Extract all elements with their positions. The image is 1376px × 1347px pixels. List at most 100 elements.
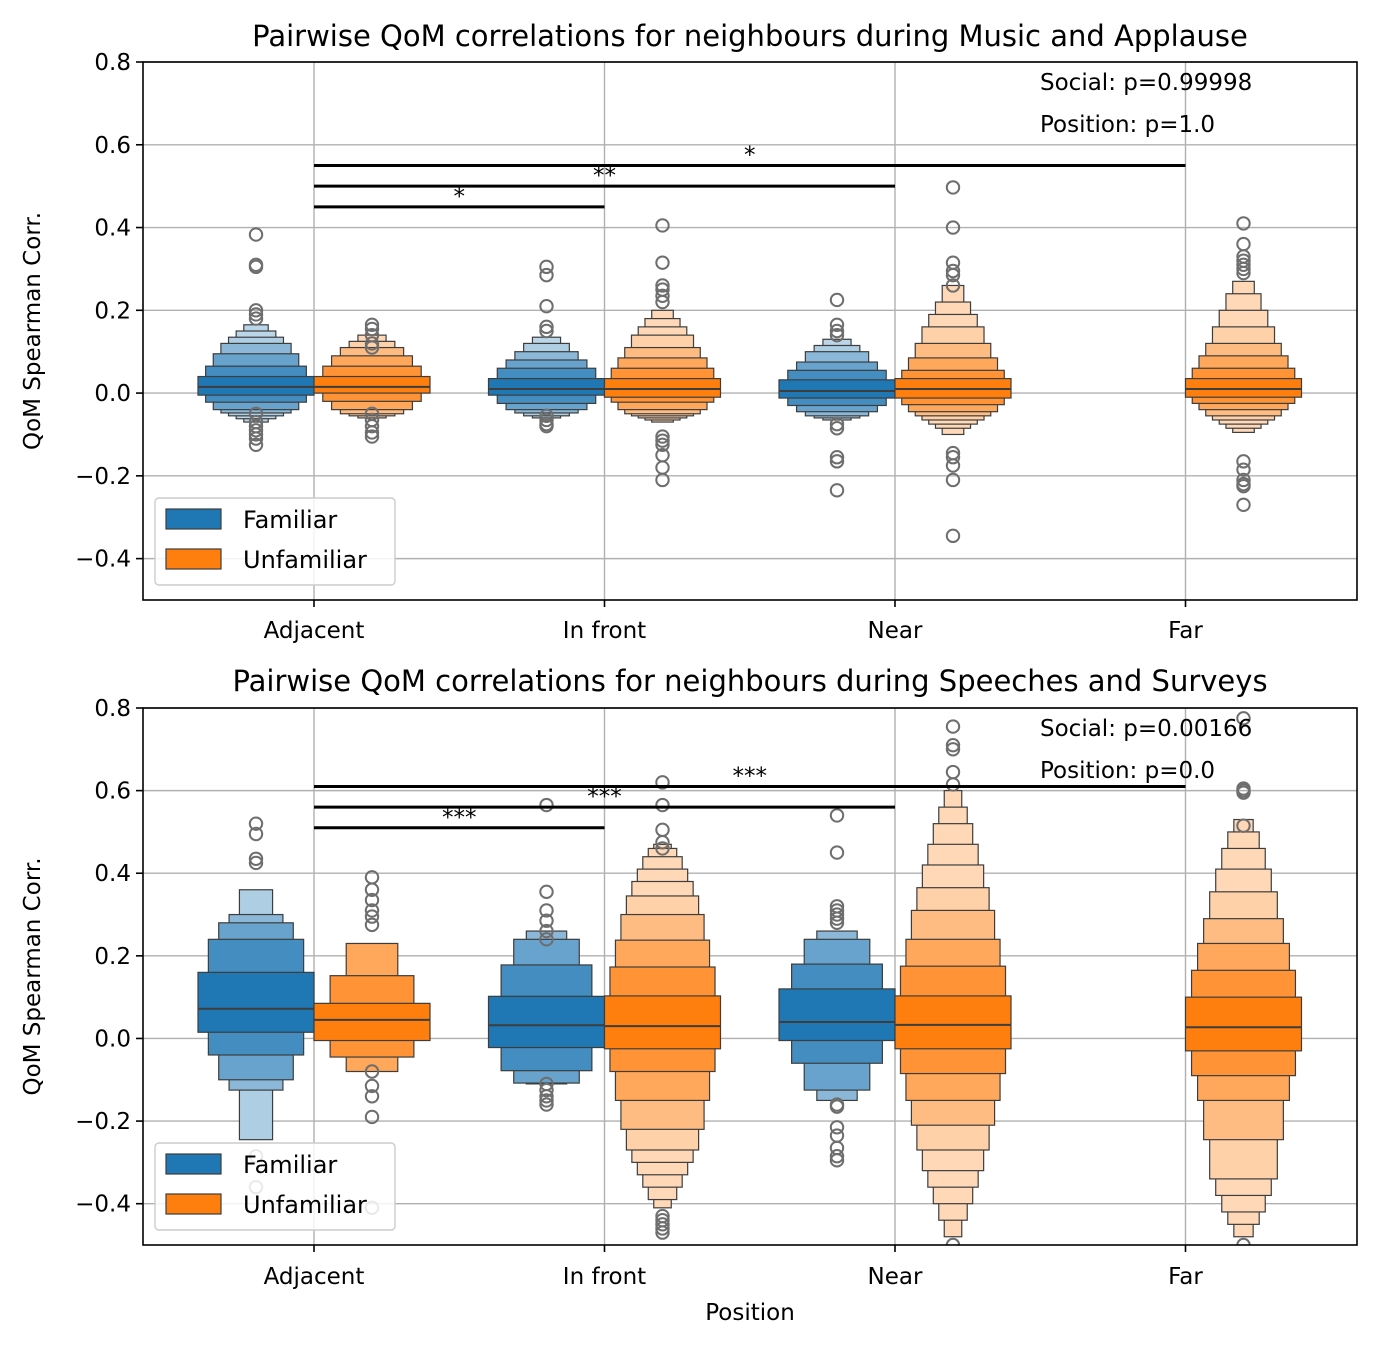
chart-panel-speeches-surveys: *** *** *** Social: p=0.00166 Position: p=0.…: [20, 664, 1358, 1326]
y-tick-label: 0.2: [94, 298, 131, 324]
outlier-point: [829, 292, 845, 308]
y-tick-label: 0.6: [94, 779, 131, 805]
outlier-point: [364, 317, 380, 332]
boxen-unfamiliar-near: [894, 180, 1012, 544]
outlier-point: [248, 816, 264, 831]
outlier-point: [248, 826, 264, 842]
y-tick-label: 0.6: [94, 133, 131, 159]
chart-title: Pairwise QoM correlations for neighbours…: [252, 19, 1248, 53]
outlier-point: [945, 450, 961, 465]
x-tick-label: Near: [868, 1264, 923, 1290]
legend-label: Unfamiliar: [243, 546, 367, 574]
boxen-unfamiliar-near: [894, 719, 1012, 1245]
outlier-point: [539, 1097, 554, 1112]
x-tick-label: Adjacent: [264, 1264, 365, 1290]
outlier-point: [655, 294, 670, 310]
outlier-point: [364, 1078, 380, 1094]
boxen-level-box: [778, 379, 896, 399]
outlier-point: [655, 472, 670, 488]
boxen-familiar-adjacent: [197, 227, 315, 453]
boxen-unfamiliar-adjacent: [313, 317, 431, 444]
outlier-point: [829, 421, 845, 436]
outlier-point: [655, 775, 670, 790]
outlier-point: [945, 719, 961, 734]
outlier-point: [655, 437, 670, 453]
outlier-point: [1236, 216, 1251, 231]
outlier-point: [829, 907, 845, 922]
boxen-level-box: [778, 988, 896, 1042]
outlier-point: [829, 327, 845, 343]
legend-label: Familiar: [243, 506, 337, 534]
x-axis-label: Position: [705, 1300, 795, 1326]
boxen-familiar-adjacent: [197, 816, 315, 1195]
outlier-point: [945, 777, 961, 792]
outlier-point: [945, 458, 961, 473]
outlier-point: [248, 307, 264, 322]
boxen-level-box: [487, 995, 606, 1049]
boxen-level-box: [1184, 996, 1303, 1052]
boxen-level-box: [197, 971, 315, 1033]
outlier-point: [539, 884, 554, 900]
boxen-level-box: [313, 375, 431, 394]
outlier-point: [539, 323, 554, 339]
outlier-point: [364, 909, 380, 924]
outlier-point: [539, 932, 554, 947]
outlier-point: [945, 528, 961, 544]
outlier-point: [1236, 818, 1251, 833]
significance-label: ***: [442, 805, 477, 831]
y-tick-label: −0.2: [75, 464, 131, 490]
boxen-level-box: [603, 377, 722, 398]
outlier-point: [945, 1237, 961, 1245]
outlier-point: [829, 808, 845, 823]
y-tick-label: 0.2: [94, 944, 131, 970]
outlier-point: [539, 1082, 554, 1098]
outlier-point: [248, 427, 264, 442]
outlier-point: [364, 429, 380, 444]
outlier-point: [829, 1148, 845, 1164]
outlier-point: [655, 288, 670, 304]
outlier-point: [655, 1225, 670, 1240]
outlier-point: [945, 263, 961, 279]
y-axis-label: QoM Spearman Corr.: [20, 857, 46, 1095]
outlier-point: [539, 319, 554, 335]
outlier-point: [829, 911, 845, 926]
plot-marks: [197, 180, 1303, 544]
outlier-point: [1236, 454, 1251, 469]
boxen-unfamiliar-far: [1184, 711, 1303, 1245]
outlier-point: [1236, 257, 1251, 272]
boxen-level-box: [313, 1002, 431, 1042]
outlier-point: [248, 851, 264, 866]
outlier-point: [655, 797, 670, 813]
outlier-point: [539, 1093, 554, 1108]
outlier-point: [364, 321, 380, 337]
outlier-point: [829, 1099, 845, 1114]
boxen-unfamiliar-in-front: [603, 218, 722, 488]
outlier-point: [539, 267, 554, 283]
y-tick-label: −0.4: [75, 1192, 131, 1218]
plot-marks: [197, 711, 1303, 1245]
outlier-point: [539, 418, 554, 434]
outlier-point: [829, 845, 845, 860]
outlier-point: [364, 1064, 380, 1079]
outlier-point: [248, 227, 264, 242]
y-tick-label: −0.2: [75, 1109, 131, 1135]
outlier-point: [248, 303, 264, 318]
outlier-point: [1236, 261, 1251, 277]
outlier-point: [829, 450, 845, 465]
outlier-point: [364, 1109, 380, 1125]
legend-label: Unfamiliar: [243, 1191, 367, 1219]
significance-label: *: [454, 184, 466, 210]
y-tick-label: −0.4: [75, 547, 131, 573]
legend-swatch-unfamiliar: [165, 548, 222, 570]
outlier-point: [829, 317, 845, 332]
y-tick-label: 0.8: [94, 696, 131, 722]
outlier-point: [829, 915, 845, 930]
significance-label: ***: [587, 784, 622, 810]
boxen-familiar-near: [778, 808, 896, 1168]
outlier-point: [539, 903, 554, 918]
boxen-unfamiliar-adjacent: [313, 870, 431, 1216]
outlier-point: [829, 323, 845, 339]
outlier-point: [1236, 1237, 1251, 1245]
boxen-level-box: [894, 995, 1012, 1050]
